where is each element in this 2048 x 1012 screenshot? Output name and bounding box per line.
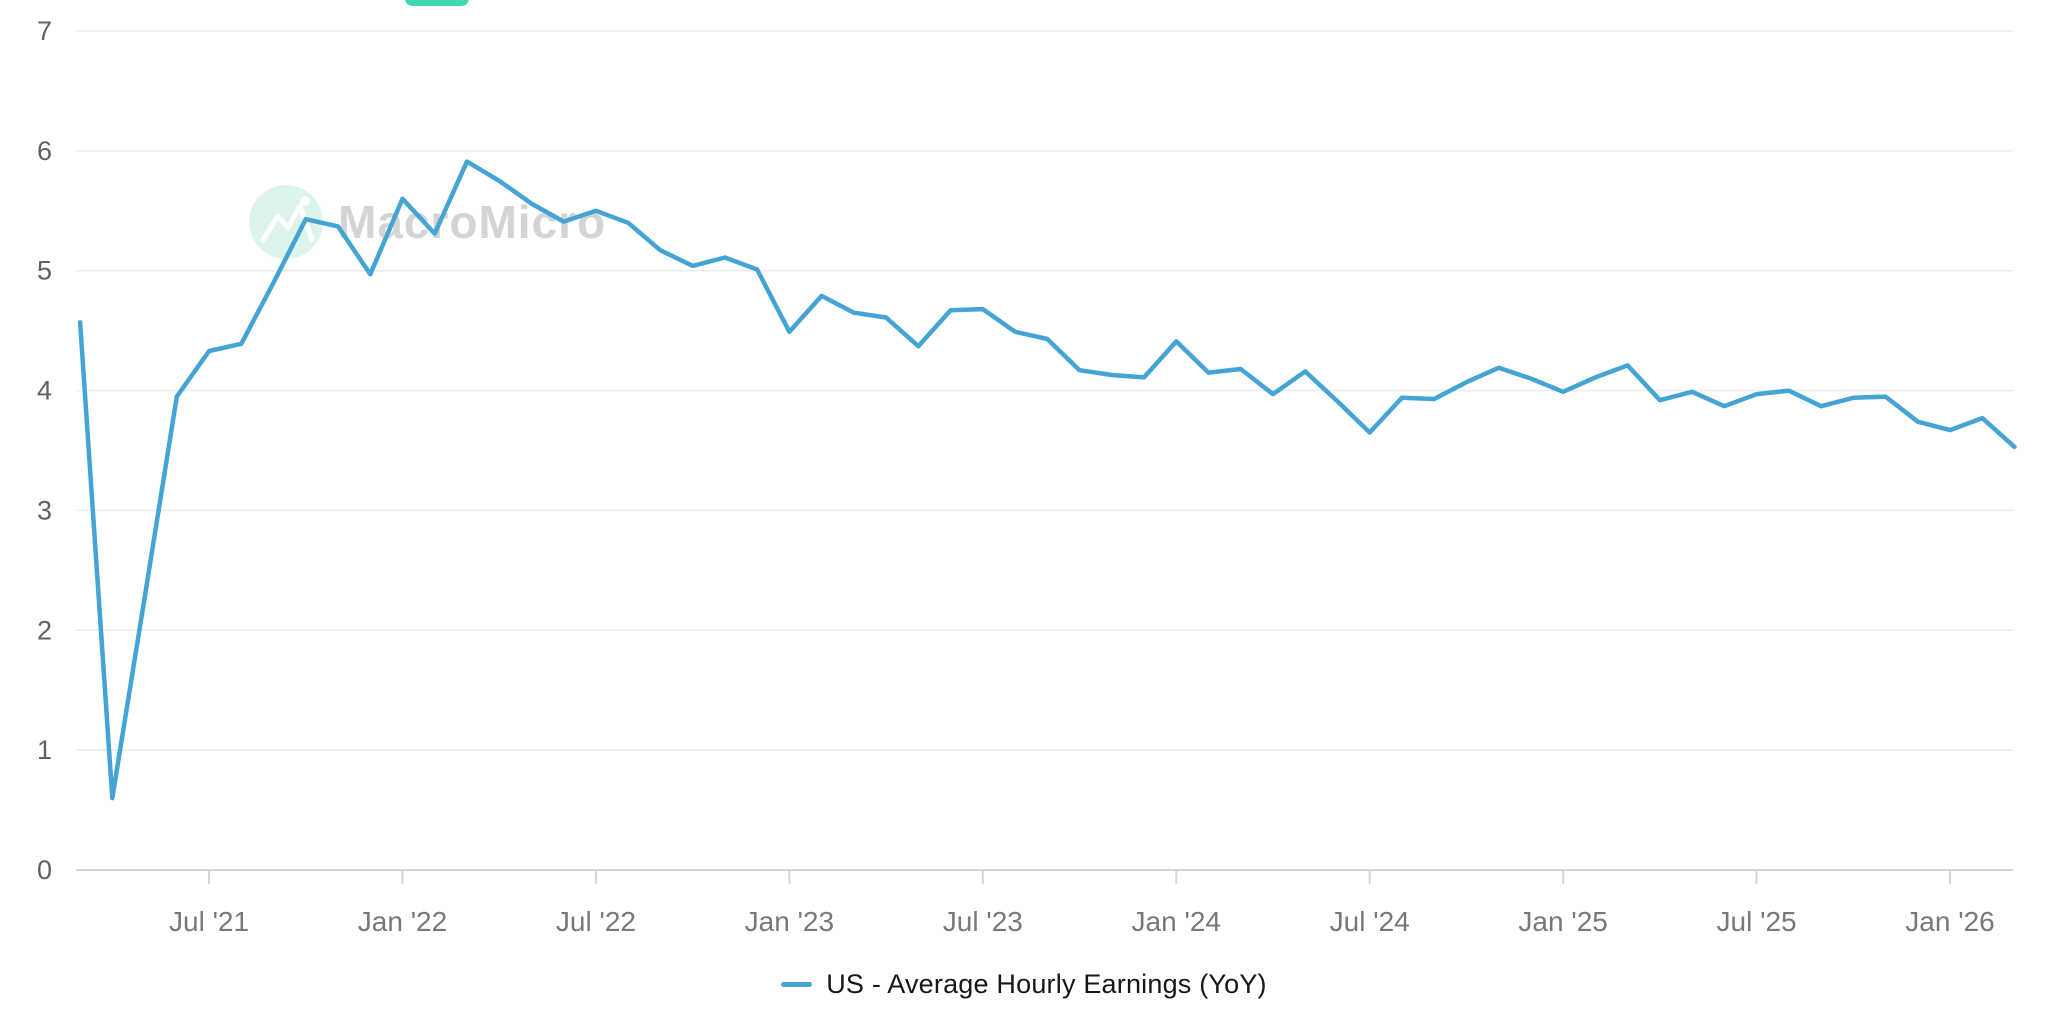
x-axis-tick-label: Jul '21 bbox=[169, 906, 249, 937]
x-axis-tick-label: Jul '22 bbox=[556, 906, 636, 937]
x-axis-tick-label: Jul '24 bbox=[1330, 906, 1410, 937]
macromicro-logo-mountains bbox=[260, 203, 315, 243]
x-axis-tick-label: Jul '25 bbox=[1717, 906, 1797, 937]
y-axis-tick-label: 7 bbox=[37, 16, 52, 46]
legend[interactable]: US - Average Hourly Earnings (YoY) bbox=[0, 964, 2048, 1004]
x-axis-tick-label: Jan '26 bbox=[1905, 906, 1994, 937]
y-axis-tick-label: 4 bbox=[37, 376, 52, 406]
series-line[interactable] bbox=[77, 159, 2017, 801]
teal-badge[interactable] bbox=[405, 0, 469, 6]
x-axis-tick-label: Jan '24 bbox=[1132, 906, 1221, 937]
y-axis-tick-label: 5 bbox=[37, 256, 52, 286]
legend-label: US - Average Hourly Earnings (YoY) bbox=[826, 968, 1267, 999]
y-axis-tick-label: 0 bbox=[37, 855, 52, 885]
x-axis-tick-label: Jul '23 bbox=[943, 906, 1023, 937]
x-axis-tick-label: Jan '25 bbox=[1518, 906, 1607, 937]
y-axis-tick-label: 6 bbox=[37, 136, 52, 166]
macromicro-logo-sun bbox=[300, 196, 310, 206]
y-axis-tick-label: 2 bbox=[37, 615, 52, 645]
x-axis-tick-label: Jan '23 bbox=[745, 906, 834, 937]
x-axis-tick-label: Jan '22 bbox=[358, 906, 447, 937]
y-axis-tick-label: 1 bbox=[37, 735, 52, 765]
legend-line-swatch bbox=[781, 981, 813, 987]
y-axis-tick-label: 3 bbox=[37, 495, 52, 525]
